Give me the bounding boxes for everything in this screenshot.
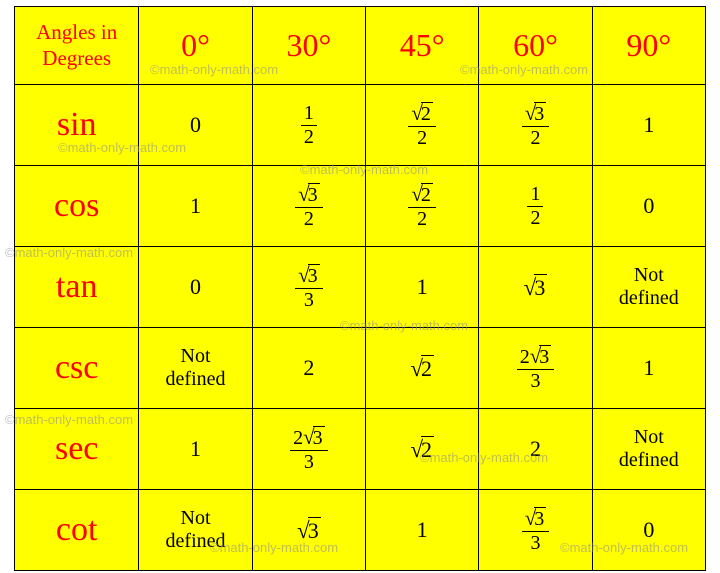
cell-csc-1: 2 (252, 328, 365, 409)
cell-cos-0: 1 (139, 166, 252, 247)
header-angle-1: 30° (252, 7, 365, 85)
cell-tan-0: 0 (139, 247, 252, 328)
header-angle-4: 90° (592, 7, 705, 85)
cell-csc-2: √2 (366, 328, 479, 409)
trig-values-table: Angles inDegrees0°30°45°60°90°sin012√22√… (14, 6, 706, 571)
row-label-tan: tan (15, 247, 139, 328)
row-label-csc: csc (15, 328, 139, 409)
cell-tan-3: √3 (479, 247, 592, 328)
cell-sec-1: 2√33 (252, 409, 365, 490)
cell-sin-1: 12 (252, 85, 365, 166)
cell-sec-0: 1 (139, 409, 252, 490)
cell-tan-4: Notdefined (592, 247, 705, 328)
cell-cot-4: 0 (592, 490, 705, 571)
cell-cos-3: 12 (479, 166, 592, 247)
cell-sec-2: √2 (366, 409, 479, 490)
header-angle-0: 0° (139, 7, 252, 85)
row-label-cos: cos (15, 166, 139, 247)
cell-sin-2: √22 (366, 85, 479, 166)
row-label-cot: cot (15, 490, 139, 571)
cell-cos-4: 0 (592, 166, 705, 247)
cell-cos-2: √22 (366, 166, 479, 247)
cell-sin-3: √32 (479, 85, 592, 166)
cell-cot-1: √3 (252, 490, 365, 571)
cell-csc-0: Notdefined (139, 328, 252, 409)
cell-csc-3: 2√33 (479, 328, 592, 409)
cell-sin-0: 0 (139, 85, 252, 166)
cell-sec-3: 2 (479, 409, 592, 490)
cell-tan-2: 1 (366, 247, 479, 328)
header-angle-3: 60° (479, 7, 592, 85)
row-label-sin: sin (15, 85, 139, 166)
cell-csc-4: 1 (592, 328, 705, 409)
cell-sec-4: Notdefined (592, 409, 705, 490)
cell-cot-2: 1 (366, 490, 479, 571)
header-angle-2: 45° (366, 7, 479, 85)
cell-tan-1: √33 (252, 247, 365, 328)
cell-cot-0: Notdefined (139, 490, 252, 571)
cell-cos-1: √32 (252, 166, 365, 247)
cell-sin-4: 1 (592, 85, 705, 166)
cell-cot-3: √33 (479, 490, 592, 571)
header-corner: Angles inDegrees (15, 7, 139, 85)
row-label-sec: sec (15, 409, 139, 490)
